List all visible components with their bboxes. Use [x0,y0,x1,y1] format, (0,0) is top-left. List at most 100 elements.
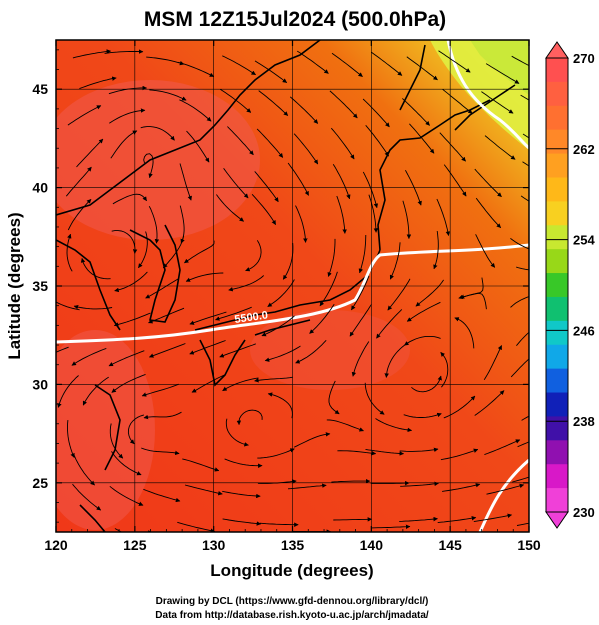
streamline [184,484,223,496]
streamline [109,485,144,506]
colorbar-segment [546,153,568,178]
streamline [331,52,363,77]
streamline [264,345,301,362]
streamline [516,266,529,271]
colorbar-segment [546,320,568,346]
streamline [475,234,496,268]
y-tick-label: 40 [32,180,48,196]
streamline [113,312,151,327]
streamline [399,447,439,453]
streamline [112,193,147,205]
y-axis-label: Latitude (degrees) [5,212,24,359]
streamline [443,395,476,419]
streamline [287,162,309,196]
colorbar-segment [546,177,568,202]
streamline [293,133,319,165]
streamline [474,168,502,198]
streamline [72,453,95,486]
streamline [337,450,377,456]
streamline [76,138,104,168]
streamline [438,50,471,73]
streamline [454,317,475,349]
x-tick-label: 120 [44,537,68,553]
streamline [219,343,256,358]
x-axis-ticks: 120 125 130 135 140 145 150 [44,40,541,553]
height-contour-5500 [56,243,529,344]
streamline [261,315,295,337]
streamline [184,240,215,264]
streamline [108,350,145,367]
colorbar-bottom-arrow [545,511,569,529]
streamline [127,414,145,445]
streamline [236,409,263,426]
colorbar: 270 262 254 246 238 230 [545,41,595,529]
streamline [185,272,224,282]
streamline [521,415,529,421]
streamline [73,304,113,310]
streamline [399,516,438,522]
streamline [403,412,442,418]
streamline [485,63,520,84]
colorbar-segment [546,368,568,394]
streamline [522,161,529,167]
streamline [475,197,502,229]
streamline [148,307,185,324]
streamline [376,309,403,339]
streamline [65,166,92,197]
streamline [143,488,181,503]
streamline [442,88,473,114]
streamline [333,517,373,522]
streamline [510,296,529,308]
streamline [189,311,227,325]
streamline [520,195,529,202]
streamline [186,130,210,163]
colorbar-segment [546,201,568,226]
streamline [331,478,371,484]
streamline [327,238,336,277]
x-tick-label: 130 [202,537,226,553]
streamline [179,163,192,201]
y-axis-ticks: 25 30 35 40 45 [32,49,529,523]
y-tick-label: 30 [32,376,48,392]
streamline [111,230,138,254]
streamline [77,531,79,532]
streamline [177,61,215,77]
streamline [179,99,212,122]
x-tick-label: 140 [360,537,384,553]
streamline [222,518,262,526]
streamline [143,411,182,420]
streamline [330,127,355,160]
streamline [143,153,154,179]
streamline [436,198,451,236]
contour-label: 5500.0 [234,309,269,326]
streamline [516,522,529,526]
height-contour [446,40,529,150]
streamline [294,432,331,448]
streamline [387,278,411,311]
streamline [254,60,288,83]
streamline [111,373,146,393]
streamline [287,483,327,490]
colorbar-segment [546,416,568,441]
x-tick-label: 150 [517,537,541,553]
streamline [510,238,529,250]
colorbar-segment [546,81,568,107]
colorbar-segment [546,58,568,83]
streamline [67,105,102,126]
streamline [328,380,340,415]
streamline [510,358,529,378]
streamline [402,200,412,240]
streamline [82,376,109,406]
colorbar-segment [546,344,568,370]
streamline [365,125,389,157]
chart-title: MSM 12Z15Jul2024 (500.0hPa) [144,8,446,31]
streamline [362,171,379,209]
streamline [80,257,111,280]
streamline [368,194,379,233]
streamline [66,233,73,272]
streamline [257,448,295,459]
streamline [484,135,516,160]
streamline [295,205,308,243]
streamline [326,419,364,432]
x-tick-label: 145 [438,537,462,553]
